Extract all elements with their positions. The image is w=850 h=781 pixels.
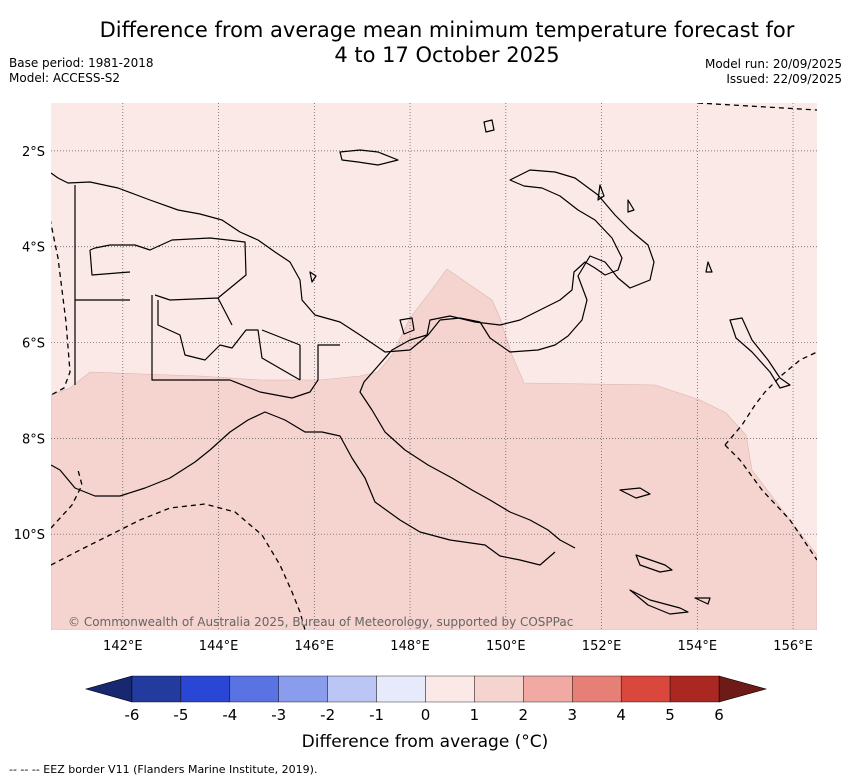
colorbar-tick-label: 3 [567,706,577,724]
eez-png-west [51,220,71,396]
colorbar-tick-label: -5 [173,706,188,724]
title-line-1: Difference from average mean minimum tem… [99,18,795,42]
colorbar-swatch [572,675,622,703]
eez-legend-note: -- -- -- EEZ border V11 (Flanders Marine… [9,763,318,776]
lon-label: 144°E [199,639,239,654]
lat-label: 10°S [14,528,45,543]
colorbar-tick-label: -6 [125,706,140,724]
lat-label: 4°S [22,241,45,256]
colorbar-tick-label: 2 [519,706,529,724]
provinces [89,237,301,381]
colorbar-tick-label: 5 [665,706,675,724]
fill-1-to-2 [51,268,817,630]
eez-north [697,103,817,111]
colorbar-tick-label: 0 [421,706,431,724]
lon-label: 148°E [390,639,430,654]
model-run-date: Model run: 20/09/2025 [704,57,842,71]
lon-label: 154°E [678,639,718,654]
colorbar-swatch [180,675,231,703]
colorbar-swatch [523,675,573,703]
colorbar-swatch [229,675,279,703]
colorbar-swatch [376,675,426,703]
south-coast [51,411,556,566]
lon-label: 156°E [773,639,813,654]
lat-label: 2°S [22,145,45,160]
eez-solomon-south [724,444,817,561]
colorbar-swatch [474,675,524,703]
colorbar-swatch [327,675,377,703]
colorbar-tick-label: 4 [616,706,626,724]
colorbar: -6 -5 -4 -3 -2 -1 0 1 2 3 4 5 6 [84,675,768,724]
border [74,185,340,399]
lat-label: 8°S [22,432,45,447]
colorbar-swatch [620,675,671,703]
islands [309,119,791,615]
map-area: © Commonwealth of Australia 2025, Bureau… [51,103,817,630]
colorbar-swatch [278,675,328,703]
colorbar-tick-label: -3 [271,706,286,724]
eez-coral-sea [51,503,306,630]
colorbar-swatch [131,675,182,703]
lon-label: 152°E [582,639,622,654]
lon-label: 142°E [103,639,143,654]
colorbar-high-extension [718,675,768,703]
title-line-2: 4 to 17 October 2025 [334,43,560,67]
colorbar-label: Difference from average (°C) [301,732,549,752]
eez-borders [51,103,817,630]
colorbar-low-extension [84,675,133,703]
new-guinea-coast [51,169,655,549]
latitude-labels: 2°S 4°S 6°S 8°S 10°S [14,145,45,543]
model-name: Model: ACCESS-S2 [9,71,121,85]
meta-left: Base period: 1981-2018 Model: ACCESS-S2 [9,56,154,86]
issued-date: Issued: 22/09/2025 [726,72,842,86]
lon-label: 150°E [486,639,526,654]
colorbar-swatch [669,675,720,703]
eez-east [724,351,817,446]
copyright-notice: © Commonwealth of Australia 2025, Bureau… [68,615,573,629]
longitude-labels: 142°E 144°E 146°E 148°E 150°E 152°E 154°E 156°E [103,639,813,654]
colorbar-tick-label: -1 [369,706,384,724]
lon-label: 146°E [295,639,335,654]
coastlines [51,119,791,615]
chart-title: Difference from average mean minimum tem… [0,18,850,68]
colorbar-tick-label: 6 [714,706,724,724]
base-period: Base period: 1981-2018 [9,56,154,70]
colorbar-tick-label: 1 [470,706,480,724]
colorbar-tick-label: -2 [320,706,335,724]
meta-right: Model run: 20/09/2025 Issued: 22/09/2025 [705,57,842,87]
lat-label: 6°S [22,337,45,352]
colorbar-tick-label: -4 [222,706,237,724]
colorbar-swatch [425,675,475,703]
